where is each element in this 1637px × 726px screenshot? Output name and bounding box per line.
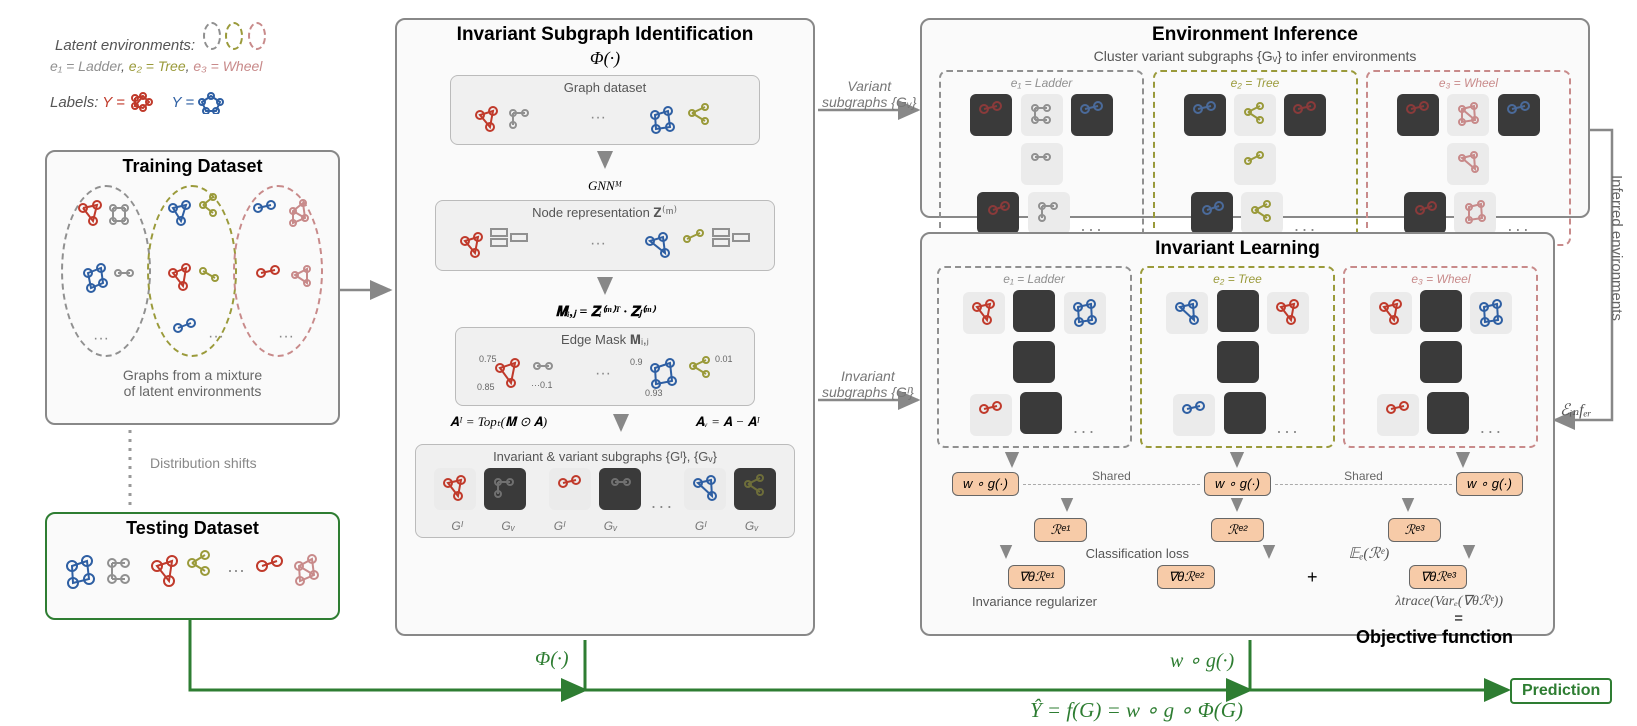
train-env3-ellipse: [233, 185, 323, 357]
grad-e3: ∇θℛᵉ³: [1409, 565, 1466, 589]
objective-function-label: Objective function: [922, 627, 1553, 648]
legend-ellipse-pink: [248, 22, 266, 50]
svg-text:···0.1: ···0.1: [531, 380, 553, 390]
e-infer-label: ℰᵢₙfₑᵣ: [1560, 400, 1592, 420]
grad-e1: ∇θℛᵉ¹: [1008, 565, 1065, 589]
grad-e2: ∇θℛᵉ²: [1157, 565, 1214, 589]
edge-mask-box: Edge Mask 𝐌ᵢ,ⱼ 0.75 0.85 ···0.1 ··· 0.9 …: [455, 327, 755, 406]
phi-symbol: Φ(·): [397, 48, 813, 69]
chip-gi: [549, 468, 591, 510]
env-cluster-wheel: e₃ = Wheel ···: [1366, 70, 1571, 246]
phi-panel: Invariant Subgraph Identification Φ(·) G…: [395, 18, 815, 636]
gv-label: Gᵥ: [501, 519, 515, 533]
expectation-label: 𝔼ₑ(ℛᵉ): [1349, 544, 1390, 563]
wg-box-2: w ∘ g(·): [1204, 472, 1271, 496]
train-env1-ellipse: [61, 185, 151, 357]
ai-formula: 𝐀ᴵ = Topₜ(𝐌 ⊙ 𝐀): [450, 414, 547, 436]
bottom-formula: Ŷ = f(G) = w ∘ g ∘ Φ(G): [1030, 698, 1243, 723]
gi-label: Gᴵ: [451, 519, 462, 533]
phi-title: Invariant Subgraph Identification: [397, 20, 813, 48]
testing-title: Testing Dataset: [47, 514, 338, 541]
svg-text:···: ···: [590, 235, 606, 252]
gv-label: Gᵥ: [604, 519, 618, 533]
legend-e3: e₃ = Wheel: [193, 58, 262, 74]
legend-e2: e₂ = Tree: [129, 58, 186, 74]
gi-label: Gᴵ: [554, 519, 565, 533]
label-y-red: Y =: [102, 94, 159, 111]
legend-e1: e₁ = Ladder: [50, 58, 121, 74]
inv-var-label: Invariant & variant subgraphs {Gᴵ}, {Gᵥ}: [422, 449, 788, 464]
prediction-box: Prediction: [1510, 678, 1612, 704]
chip-gi: [434, 468, 476, 510]
train-env2-ellipse: [147, 185, 237, 357]
mij-formula: 𝐌ᵢ,ⱼ = 𝐙ᵢ⁽ᵐ⁾ᵀ · 𝐙ⱼ⁽ᵐ⁾: [397, 304, 813, 321]
svg-text:···: ···: [590, 109, 606, 126]
inv-var-box: Invariant & variant subgraphs {Gᴵ}, {Gᵥ}…: [415, 444, 795, 538]
wg-box-1: w ∘ g(·): [952, 472, 1019, 496]
svg-text:···: ···: [595, 365, 611, 382]
R-e1: ℛᵉ¹: [1034, 518, 1088, 542]
edge-mask-label: Edge Mask 𝐌ᵢ,ⱼ: [462, 332, 748, 348]
bottom-wg: w ∘ g(·): [1170, 648, 1234, 673]
inv-learn-title: Invariant Learning: [922, 234, 1553, 262]
training-title: Training Dataset: [47, 152, 338, 179]
svg-text:0.93: 0.93: [645, 388, 663, 398]
classification-loss-label: Classification loss: [1086, 546, 1189, 561]
chip-gv: [734, 468, 776, 510]
gv-label: Gᵥ: [745, 519, 759, 533]
shared-label-2: Shared: [1344, 469, 1383, 483]
chip-gv: [484, 468, 526, 510]
plus-sign: +: [1307, 567, 1318, 588]
inv-env-tree: e₂ = Tree ···: [1140, 266, 1335, 448]
legend-ellipse-olive: [225, 22, 243, 50]
chip-gv: [599, 468, 641, 510]
inv-env-wheel: e₃ = Wheel ···: [1343, 266, 1538, 448]
labels-prefix: Labels:: [50, 94, 98, 111]
label-y-blue: Y =: [172, 94, 225, 111]
env-cluster-ladder: e₁ = Ladder ···: [939, 70, 1144, 246]
svg-text:0.9: 0.9: [630, 357, 643, 367]
distribution-shifts-label: Distribution shifts: [150, 455, 257, 471]
testing-graphs-icon: ···: [47, 541, 338, 606]
bottom-phi: Φ(·): [535, 648, 569, 671]
variant-subgraphs-label: Variant subgraphs {Gᵥ}: [822, 78, 917, 110]
training-caption: Graphs from a mixture of latent environm…: [47, 367, 338, 399]
invariant-learning-panel: Invariant Learning e₁ = Ladder ··· e₂ = …: [920, 232, 1555, 636]
shared-label-1: Shared: [1092, 469, 1131, 483]
svg-text:0.85: 0.85: [477, 382, 495, 392]
node-rep-box: Node representation 𝐙⁽ᵐ⁾ ···: [435, 200, 775, 271]
node-rep-label: Node representation 𝐙⁽ᵐ⁾: [442, 205, 768, 221]
R-e2: ℛᵉ²: [1211, 518, 1265, 542]
inferred-env-label: Inferred environments: [1608, 175, 1625, 321]
av-formula: 𝐀ᵥ = 𝐀 − 𝐀ᴵ: [695, 414, 760, 436]
gi-label: Gᴵ: [695, 519, 706, 533]
svg-text:···: ···: [227, 560, 245, 580]
legend-ellipse-gray: [203, 22, 221, 50]
env-cluster-tree: e₂ = Tree ···: [1153, 70, 1358, 246]
svg-text:0.75: 0.75: [479, 354, 497, 364]
wg-box-3: w ∘ g(·): [1456, 472, 1523, 496]
env-inference-panel: Environment Inference Cluster variant su…: [920, 18, 1590, 218]
env-inf-subtitle: Cluster variant subgraphs {Gᵥ} to infer …: [922, 48, 1588, 64]
testing-dataset-panel: Testing Dataset ···: [45, 512, 340, 620]
invariant-subgraphs-label: Invariant subgraphs {Gᴵ}: [822, 368, 914, 400]
training-dataset-panel: Training Dataset ··· ···: [45, 150, 340, 425]
equals-sign: =: [922, 610, 1553, 627]
chip-gi: [684, 468, 726, 510]
env-inf-title: Environment Inference: [922, 20, 1588, 48]
svg-text:0.01: 0.01: [715, 354, 733, 364]
graph-dataset-box: Graph dataset ···: [450, 75, 760, 145]
R-e3: ℛᵉ³: [1388, 518, 1442, 542]
latent-env-label: Latent environments:: [55, 37, 195, 54]
lambda-trace: λtrace(Varₑ(∇θℛᵉ)): [1395, 593, 1503, 610]
inv-env-ladder: e₁ = Ladder ···: [937, 266, 1132, 448]
graph-dataset-label: Graph dataset: [457, 80, 753, 95]
invariance-regularizer-label: Invariance regularizer: [972, 594, 1097, 609]
gnn-label: GNNᴹ: [397, 178, 813, 194]
